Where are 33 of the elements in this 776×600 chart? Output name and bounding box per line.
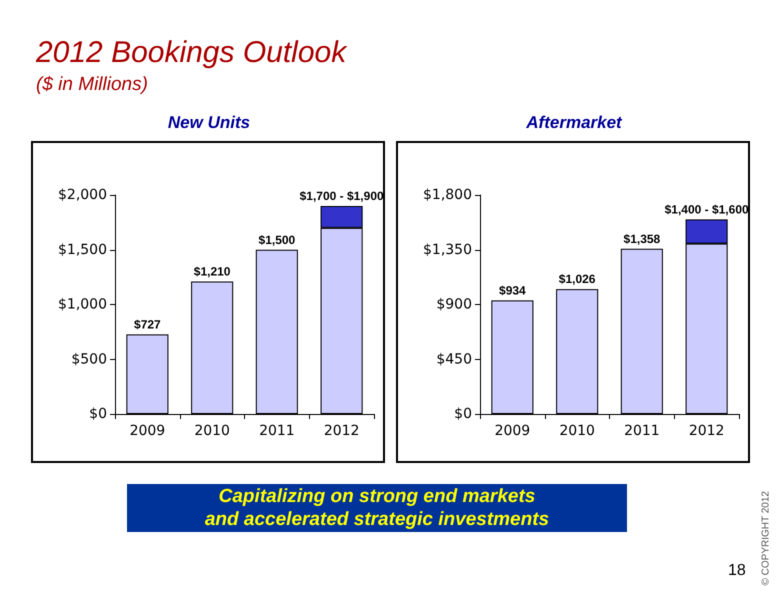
annotation: $1,700 - $1,900 (300, 188, 384, 203)
x-tick-label: 2009 (494, 423, 530, 439)
y-tick-label: $2,000 (58, 187, 107, 203)
y-tick-label: $0 (454, 406, 472, 422)
x-tick-label: 2012 (688, 423, 724, 439)
y-tick-label: $0 (89, 406, 107, 422)
data-label: $1,026 (558, 272, 596, 286)
y-tick-label: $500 (71, 351, 107, 368)
text: 18 (728, 562, 746, 580)
y-tick-label: $900 (436, 296, 472, 312)
chart-title: New Units (168, 113, 250, 132)
x-tick-label: 2010 (194, 423, 230, 439)
x-tick-label: 2011 (259, 423, 295, 439)
y-tick-label: $1,350 (423, 242, 472, 258)
text: ($ in Millions) (36, 74, 148, 96)
x-tick-label: 2009 (130, 423, 166, 439)
y-tick-label: $1,800 (423, 187, 472, 203)
y-tick-label: $1,000 (58, 296, 107, 312)
data-label: $934 (499, 283, 526, 298)
x-tick-label: 2011 (624, 423, 660, 439)
y-tick-label: $450 (436, 351, 472, 368)
text: Capitalizing on strong end markets and accelerated strategic investments (127, 484, 627, 532)
text: 2012 Bookings Outlook (36, 36, 346, 70)
data-label: $1,210 (194, 264, 231, 279)
x-tick-label: 2010 (559, 423, 595, 439)
annotation: $1,400 - $1,600 (664, 202, 749, 216)
y-tick-label: $1,500 (58, 242, 107, 258)
data-label: $1,358 (624, 232, 661, 246)
data-label: $1,500 (258, 232, 296, 247)
data-label: $727 (134, 317, 162, 332)
x-tick-label: 2012 (324, 423, 360, 439)
text: © COPYRIGHT 2012 (760, 490, 772, 586)
chart-title: Aftermarket (525, 113, 624, 132)
